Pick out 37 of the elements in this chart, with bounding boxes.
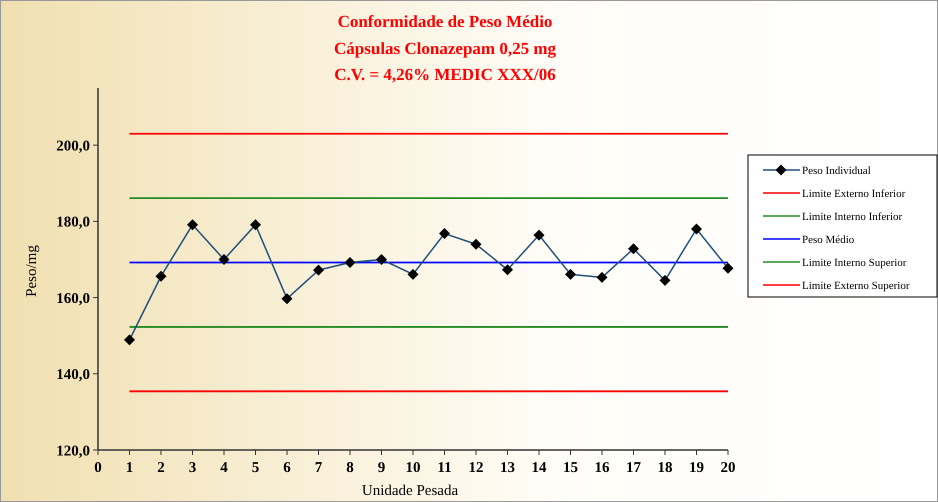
- x-tick-label: 0: [94, 460, 102, 476]
- x-tick-label: 17: [626, 460, 642, 476]
- x-tick-label: 18: [658, 460, 672, 476]
- x-tick-label: 5: [252, 460, 260, 476]
- y-tick-label: 120,0: [56, 443, 90, 460]
- x-tick-label: 14: [532, 460, 547, 476]
- x-tick-label: 8: [346, 460, 354, 476]
- x-tick-label: 20: [720, 460, 736, 476]
- legend-label: Peso Individual: [802, 164, 871, 177]
- y-tick-label: 160,0: [56, 290, 90, 307]
- chart-subtitle: Cápsulas Clonazepam 0,25 mg: [334, 39, 556, 58]
- x-tick-label: 19: [689, 460, 704, 476]
- x-tick-label: 4: [220, 460, 228, 476]
- x-tick-label: 3: [188, 460, 196, 476]
- x-tick-label: 6: [283, 460, 292, 476]
- legend-label: Limite Externo Superior: [802, 280, 910, 292]
- x-axis-title: Unidade Pesada: [362, 483, 458, 499]
- y-tick-label: 200,0: [56, 138, 90, 154]
- legend-label: Limite Interno Superior: [802, 256, 907, 269]
- y-axis-title: Peso/mg: [24, 244, 40, 297]
- x-tick-label: 2: [157, 460, 165, 476]
- x-tick-label: 13: [500, 460, 515, 476]
- legend-label: Peso Médio: [802, 234, 855, 246]
- x-tick-label: 15: [563, 460, 578, 476]
- x-tick-label: 7: [314, 460, 323, 476]
- legend-label: Limite Externo Inferior: [802, 188, 906, 200]
- x-tick-label: 9: [378, 460, 386, 476]
- legend-label: Limite Interno Inferior: [802, 210, 903, 223]
- x-tick-label: 1: [126, 460, 134, 476]
- x-tick-label: 12: [468, 460, 484, 476]
- chart-title: Conformidade de Peso Médio: [338, 12, 552, 31]
- x-tick-label: 16: [594, 460, 610, 476]
- x-tick-label: 11: [437, 460, 452, 476]
- text: C.V. = 4,26% MEDIC XXX/06: [334, 65, 556, 84]
- y-tick-label: 140,0: [56, 367, 90, 384]
- y-tick-label: 180,0: [56, 214, 90, 231]
- x-tick-label: 10: [406, 460, 420, 476]
